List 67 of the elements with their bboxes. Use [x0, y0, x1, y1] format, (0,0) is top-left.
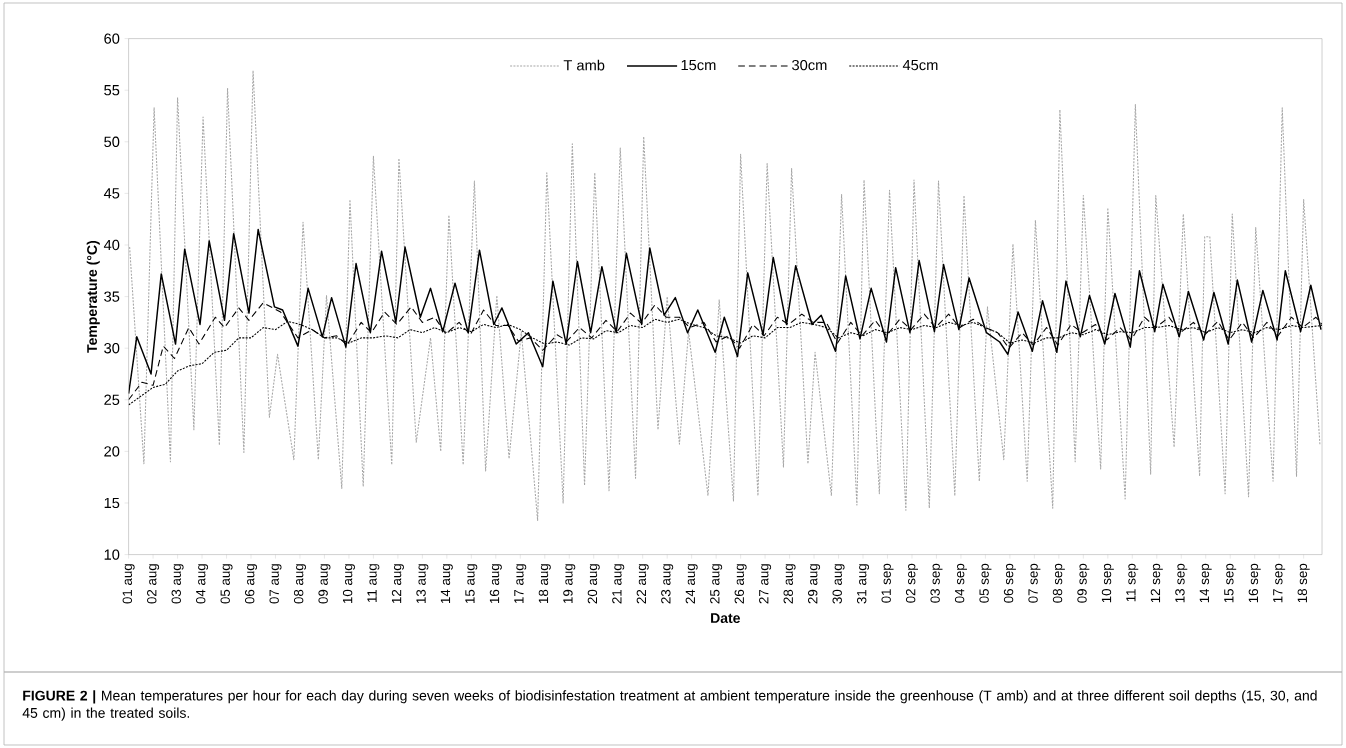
legend-label: T amb	[563, 59, 605, 71]
y-tick-label: 55	[104, 85, 120, 96]
legend-label: 45cm	[902, 59, 938, 71]
x-tick-label: 19 aug	[563, 564, 576, 604]
legend-label: 15cm	[681, 59, 716, 71]
y-axis-title: Temperature (°C)	[86, 240, 100, 353]
x-tick-label: 26 aug	[734, 564, 747, 604]
x-tick-label: 02 sep	[905, 563, 918, 603]
x-tick-label: 06 sep	[1003, 563, 1016, 603]
x-tick-label: 18 aug	[538, 564, 551, 604]
x-tick-label: 03 aug	[171, 564, 184, 604]
text: FIGURE 2 | Mean temperatures per hour for each day during seven weeks of biodisinfestation treatment at ambient temperature inside the greenhouse (T amb) and at three different soil depths (15, 30, and 45 cm) in the treated soils.	[22, 690, 1317, 721]
x-tick-label: 14 aug	[440, 564, 453, 604]
x-tick-label: 12 aug	[391, 564, 404, 604]
x-tick-label: 10 aug	[342, 564, 355, 604]
y-tick-label: 60	[104, 33, 120, 44]
x-tick-label: 07 sep	[1028, 563, 1041, 603]
y-tick-label: 15	[104, 497, 120, 509]
x-tick-label: 16 aug	[489, 564, 502, 604]
x-tick-label: 05 sep	[979, 563, 992, 603]
x-tick-label: 08 aug	[293, 564, 306, 604]
x-tick-label: 04 aug	[196, 564, 209, 604]
x-tick-label: 21 aug	[612, 564, 625, 604]
y-tick-label: 20	[104, 446, 120, 457]
y-tick-label: 35	[104, 291, 120, 302]
x-tick-label: 24 aug	[685, 564, 698, 604]
x-tick-label: 04 sep	[954, 563, 967, 603]
x-tick-label: 15 aug	[465, 564, 478, 604]
x-tick-label: 01 aug	[122, 564, 135, 604]
x-tick-label: 05 aug	[220, 564, 233, 604]
x-tick-label: 08 sep	[1052, 563, 1065, 603]
y-tick-label: 45	[103, 188, 120, 199]
x-tick-label: 28 aug	[783, 564, 796, 604]
x-axis-title: Date	[711, 613, 740, 624]
x-tick-label: 01 sep	[881, 563, 894, 603]
x-tick-label: 13 aug	[416, 564, 429, 604]
x-tick-label: 29 aug	[808, 564, 821, 604]
x-tick-label: 23 aug	[661, 564, 674, 604]
x-tick-label: 31 aug	[856, 564, 870, 604]
x-tick-label: 25 aug	[710, 564, 723, 604]
x-tick-label: 27 aug	[759, 564, 772, 604]
x-tick-label: 11 sep	[1126, 563, 1139, 602]
legend-label: 30cm	[792, 59, 827, 71]
x-tick-label: 15 sep	[1224, 563, 1237, 603]
x-tick-label: 30 aug	[832, 564, 845, 604]
x-tick-label: 12 sep	[1150, 563, 1163, 603]
x-tick-label: 11 aug	[367, 564, 380, 603]
x-tick-label: 03 sep	[930, 563, 943, 603]
y-tick-label: 50	[104, 136, 120, 147]
y-tick-label: 30	[104, 343, 120, 354]
x-tick-label: 17 sep	[1273, 563, 1286, 603]
y-tick-label: 40	[103, 239, 120, 251]
x-tick-label: 02 aug	[147, 564, 160, 604]
x-tick-label: 20 aug	[587, 564, 600, 604]
x-tick-label: 10 sep	[1101, 563, 1114, 603]
x-tick-label: 09 aug	[318, 564, 331, 604]
x-tick-label: 14 sep	[1199, 563, 1212, 603]
x-tick-label: 16 sep	[1248, 563, 1261, 603]
x-tick-label: 18 sep	[1297, 563, 1310, 603]
x-tick-label: 22 aug	[636, 564, 649, 604]
x-tick-label: 07 aug	[269, 564, 282, 604]
x-tick-label: 06 aug	[244, 564, 258, 604]
x-tick-label: 13 sep	[1175, 563, 1188, 603]
x-tick-label: 17 aug	[514, 564, 527, 604]
y-tick-label: 10	[104, 549, 120, 560]
x-tick-label: 09 sep	[1077, 563, 1090, 603]
y-tick-label: 25	[104, 394, 120, 405]
